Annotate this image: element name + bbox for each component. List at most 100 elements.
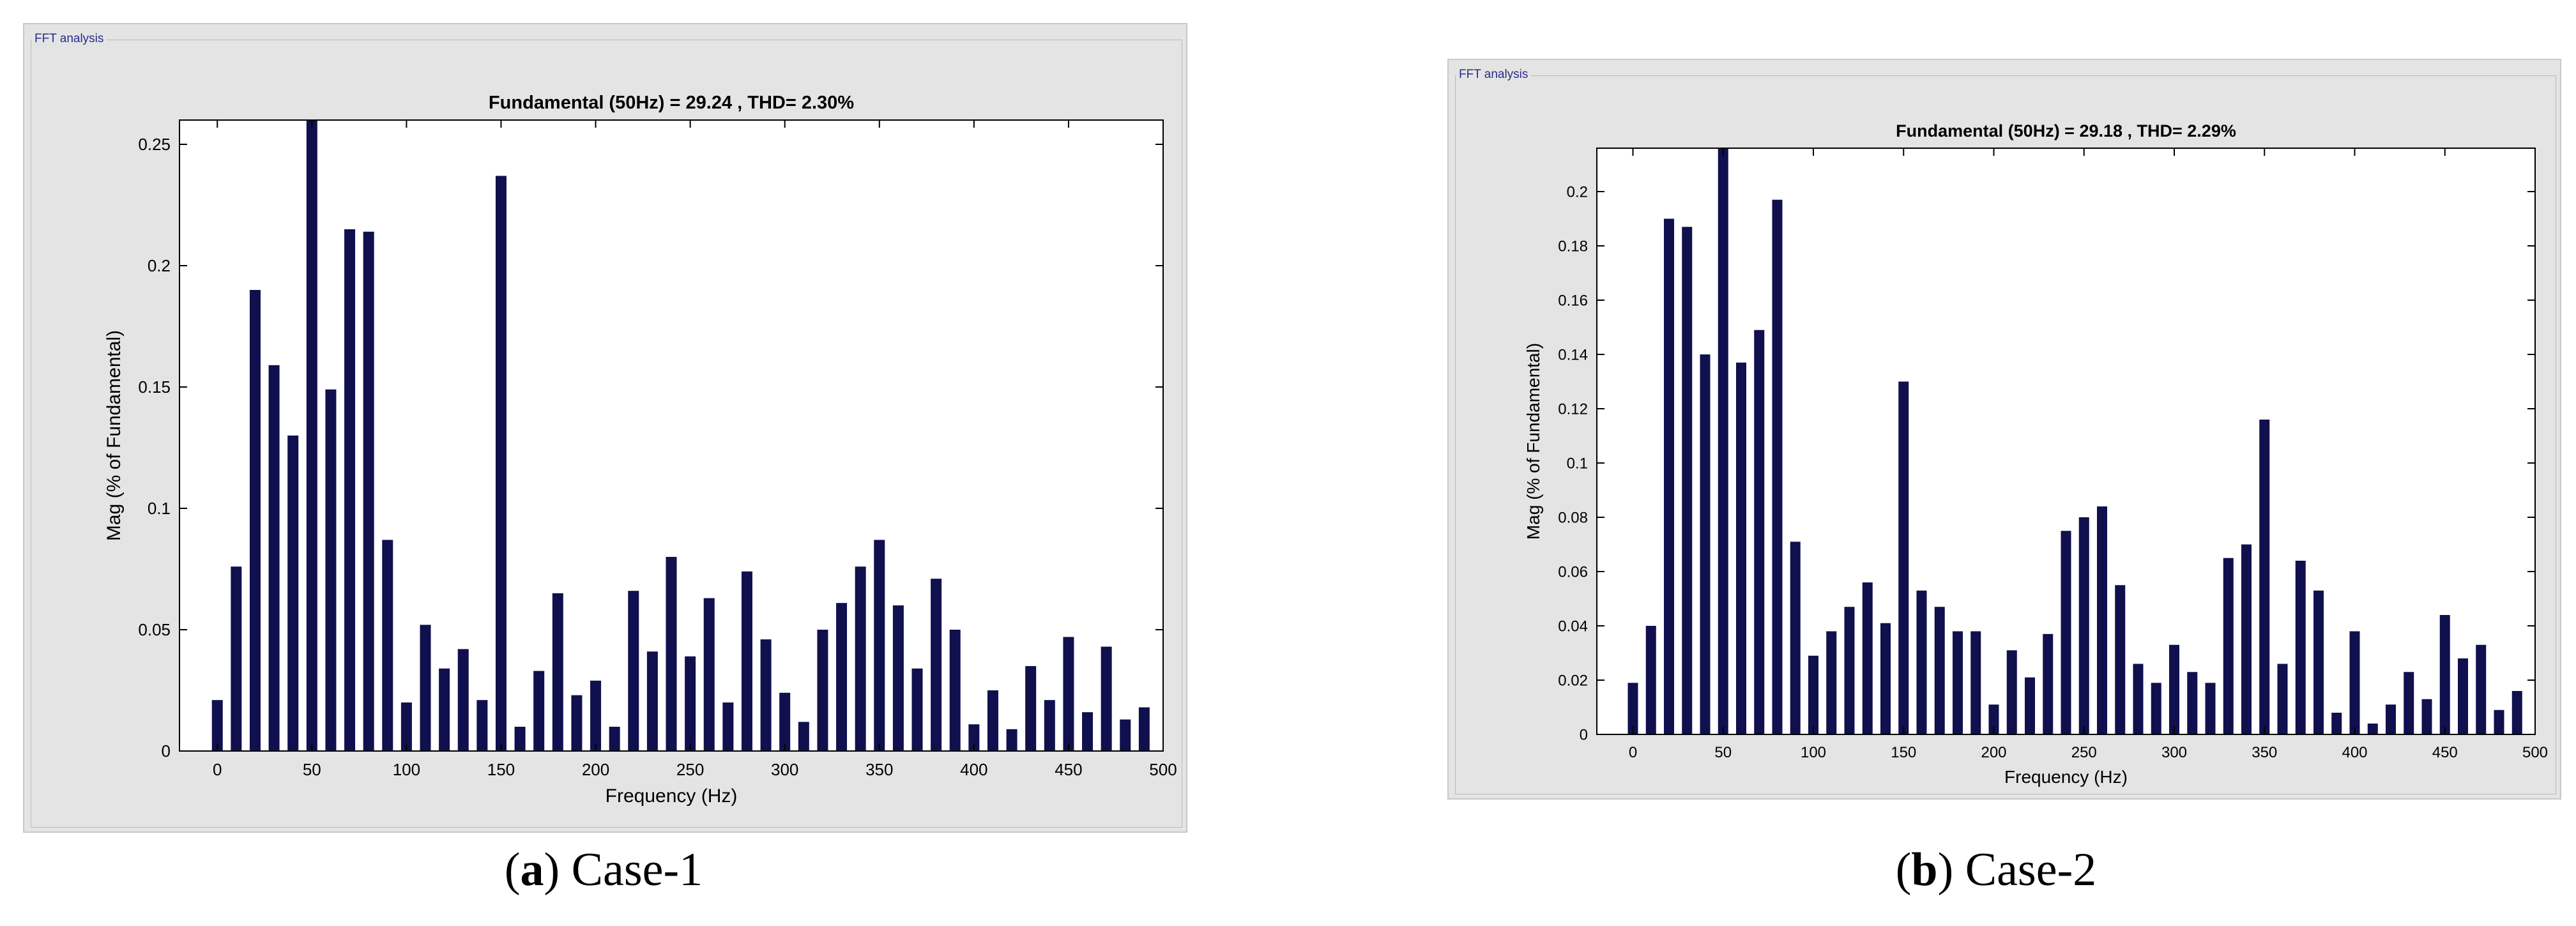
bar [420,625,431,751]
bar [722,702,734,751]
bar [2169,644,2179,734]
bar [1736,362,1746,734]
bar [533,671,545,751]
bar [2404,672,2414,734]
x-tick-label: 400 [2342,744,2367,761]
bar [2313,590,2324,734]
bar [363,231,374,751]
bar [1718,148,1728,734]
bar [2367,724,2378,734]
y-tick-label: 0.12 [1558,400,1588,418]
chart-title: Fundamental (50Hz) = 29.18 , THD= 2.29% [1896,121,2236,140]
bar [685,656,696,751]
caption-case-1: (a) Case-1 [504,844,703,896]
bar [1664,218,1674,734]
bar [495,176,507,751]
bar [2187,672,2198,734]
y-tick-label: 0.05 [138,620,171,639]
x-tick-label: 450 [2432,744,2458,761]
x-tick-label: 350 [2252,744,2277,761]
bar [2241,544,2252,734]
x-tick-label: 50 [1714,744,1732,761]
bar [1970,631,1981,734]
fft-analysis-label: FFT analysis [32,32,107,46]
bar [1808,655,1818,734]
bar [249,290,261,751]
caption-text: Case-2 [1953,844,2097,896]
y-tick-label: 0.14 [1558,346,1588,363]
bar [2205,683,2216,734]
bar [2223,558,2234,734]
fft-analysis-label: FFT analysis [1456,68,1531,82]
x-tick-label: 250 [676,760,704,779]
bar [1138,707,1150,751]
bar [306,120,317,751]
bar [1898,381,1909,734]
bar [987,690,998,751]
bar [1682,227,1693,734]
y-tick-label: 0.25 [138,135,171,154]
bar [2078,517,2089,734]
bar [1934,607,1945,734]
bar [1025,666,1037,751]
bar [779,692,791,751]
bar [609,727,620,751]
y-tick-label: 0.06 [1558,563,1588,581]
bar [2458,658,2468,734]
bar [1790,542,1801,734]
bar [2476,644,2487,734]
fft-panel-case-1: FFT analysis 0 50 100 150 200 250 300 350 400 450… [23,23,1187,833]
x-axis-label: Frequency (Hz) [606,786,738,807]
bar [382,540,393,751]
bar [1120,719,1131,751]
x-tick-label: 50 [303,760,321,779]
x-tick-label: 300 [2161,744,2187,761]
bar [911,668,923,751]
bar [2349,631,2360,734]
bar [400,702,412,751]
bar [514,727,526,751]
bar [874,540,885,751]
bar [968,724,980,751]
bar [1101,646,1112,751]
x-tick-label: 250 [2071,744,2097,761]
x-tick-label: 0 [1629,744,1637,761]
y-tick-label: 0.1 [148,499,171,518]
bar [628,591,639,751]
bar [325,389,337,751]
x-tick-label: 450 [1055,760,1082,779]
bar [949,630,961,751]
caption-text: Case-1 [560,844,703,896]
bar [2494,710,2504,734]
bar [1772,199,1783,734]
bar [2133,664,2144,734]
bar [1844,607,1855,734]
group-frame [31,40,1182,828]
bar [552,593,563,751]
bar [2277,664,2288,734]
caption-case-2: (b) Case-2 [1895,844,2097,896]
bar [1754,330,1765,734]
x-axis-label: Frequency (Hz) [2004,767,2128,787]
bar [571,695,583,751]
bar [1082,712,1094,751]
y-tick-label: 0.15 [138,377,171,397]
y-tick-label: 0.18 [1558,238,1588,255]
bar [1645,626,1656,734]
x-tick-label: 150 [1891,744,1916,761]
x-tick-label: 100 [393,760,420,779]
fft-panel-case-2: FFT analysis 0 50 100 150 200 250 300 350 400 450… [1447,59,2561,800]
bar [1006,729,1017,751]
bar [211,700,223,751]
y-tick-label: 0.16 [1558,292,1588,309]
bar [2331,713,2342,734]
caption-letter: a [520,844,544,896]
bar [760,639,772,751]
bar [457,649,469,751]
bar [2439,615,2450,734]
chart-title: Fundamental (50Hz) = 29.24 , THD= 2.30% [489,93,854,113]
bar [892,605,904,751]
bar [1862,582,1873,734]
bar [2259,420,2270,734]
bar [741,571,752,751]
